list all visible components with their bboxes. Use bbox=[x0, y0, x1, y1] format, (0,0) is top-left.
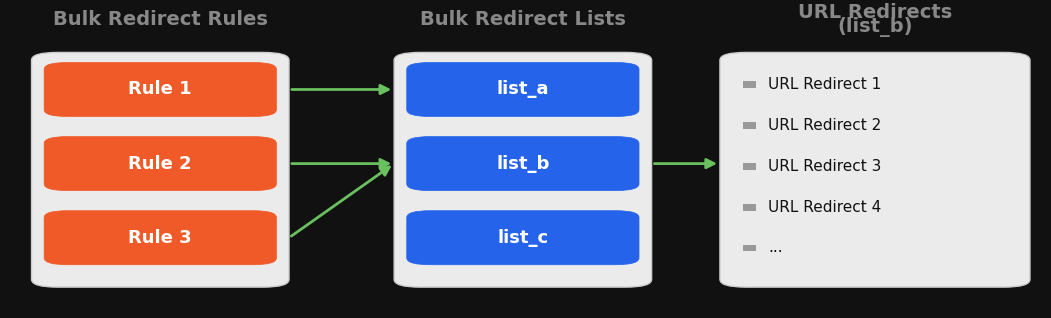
Text: Rule 3: Rule 3 bbox=[128, 229, 192, 247]
FancyBboxPatch shape bbox=[407, 62, 639, 116]
Text: URL Redirect 3: URL Redirect 3 bbox=[768, 159, 882, 174]
Text: Bulk Redirect Rules: Bulk Redirect Rules bbox=[53, 10, 268, 29]
Text: URL Redirect 4: URL Redirect 4 bbox=[768, 200, 882, 215]
Bar bbox=[743, 81, 756, 88]
Bar bbox=[743, 163, 756, 170]
Text: ...: ... bbox=[768, 240, 783, 255]
FancyBboxPatch shape bbox=[44, 211, 276, 265]
Text: URL Redirects: URL Redirects bbox=[798, 3, 952, 22]
FancyBboxPatch shape bbox=[32, 52, 289, 287]
FancyBboxPatch shape bbox=[44, 137, 276, 190]
Bar bbox=[743, 122, 756, 129]
Text: Rule 1: Rule 1 bbox=[128, 80, 192, 99]
Text: Rule 2: Rule 2 bbox=[128, 155, 192, 173]
FancyBboxPatch shape bbox=[394, 52, 652, 287]
Text: URL Redirect 1: URL Redirect 1 bbox=[768, 77, 882, 92]
Text: (list_b): (list_b) bbox=[838, 17, 912, 37]
Text: list_c: list_c bbox=[497, 229, 549, 247]
Text: Bulk Redirect Lists: Bulk Redirect Lists bbox=[420, 10, 625, 29]
Text: URL Redirect 2: URL Redirect 2 bbox=[768, 118, 882, 133]
FancyBboxPatch shape bbox=[407, 137, 639, 190]
FancyBboxPatch shape bbox=[407, 211, 639, 265]
FancyBboxPatch shape bbox=[44, 62, 276, 116]
Bar bbox=[743, 204, 756, 211]
Bar bbox=[743, 245, 756, 251]
FancyBboxPatch shape bbox=[720, 52, 1030, 287]
Text: list_b: list_b bbox=[496, 155, 550, 173]
Text: list_a: list_a bbox=[497, 80, 549, 99]
